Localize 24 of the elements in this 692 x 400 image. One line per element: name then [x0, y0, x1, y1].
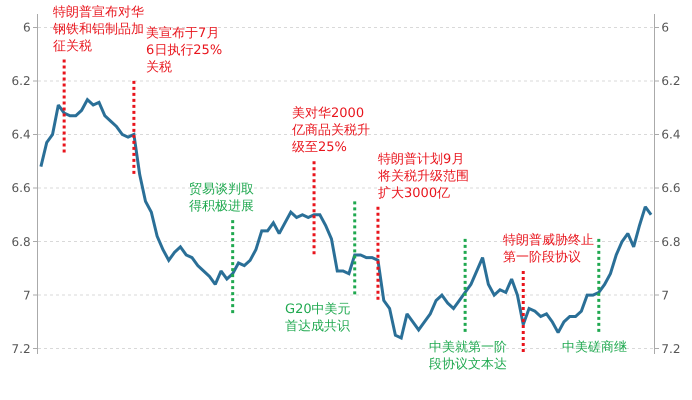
annotation: 特朗普宣布对华钢铁和铝制品加征关税 [52, 4, 144, 54]
annotation: 贸易谈判取得积极进展 [189, 182, 254, 214]
y-tick-label: 6.8 [12, 234, 31, 249]
annotation: 中美就第一阶段协议文本达 [429, 339, 507, 372]
y-tick-label: 6.6 [12, 181, 31, 196]
y-tick-label: 7 [22, 288, 31, 302]
annotation: 美宣布于7月6日执行25%关税 [146, 25, 222, 75]
annotation: 中美磋商继 [562, 339, 627, 355]
y2-tick-label: 7 [661, 288, 670, 302]
annotation: G20中美元首达成共识 [285, 301, 351, 334]
annotation: 美对华2000亿商品关税升级至25% [291, 105, 370, 155]
y2-tick-label: 6 [661, 20, 670, 35]
y-tick-label: 6 [22, 20, 31, 35]
y-tick-label: 6.4 [12, 128, 31, 142]
y-tick-label: 6.2 [12, 74, 31, 88]
y2-tick-label: 7.2 [661, 342, 680, 356]
y2-tick-label: 6.4 [661, 128, 680, 142]
line-series [39, 98, 653, 340]
y2-tick-label: 6.6 [661, 181, 680, 196]
y2-tick-label: 6.8 [661, 234, 680, 249]
y-tick-label: 7.2 [12, 342, 31, 356]
annotation: 特朗普威胁终止第一阶段协议 [503, 232, 594, 265]
y2-tick-label: 6.2 [661, 74, 680, 88]
annotation: 特朗普计划9月将关税升级范围扩大3000亿 [377, 151, 469, 201]
